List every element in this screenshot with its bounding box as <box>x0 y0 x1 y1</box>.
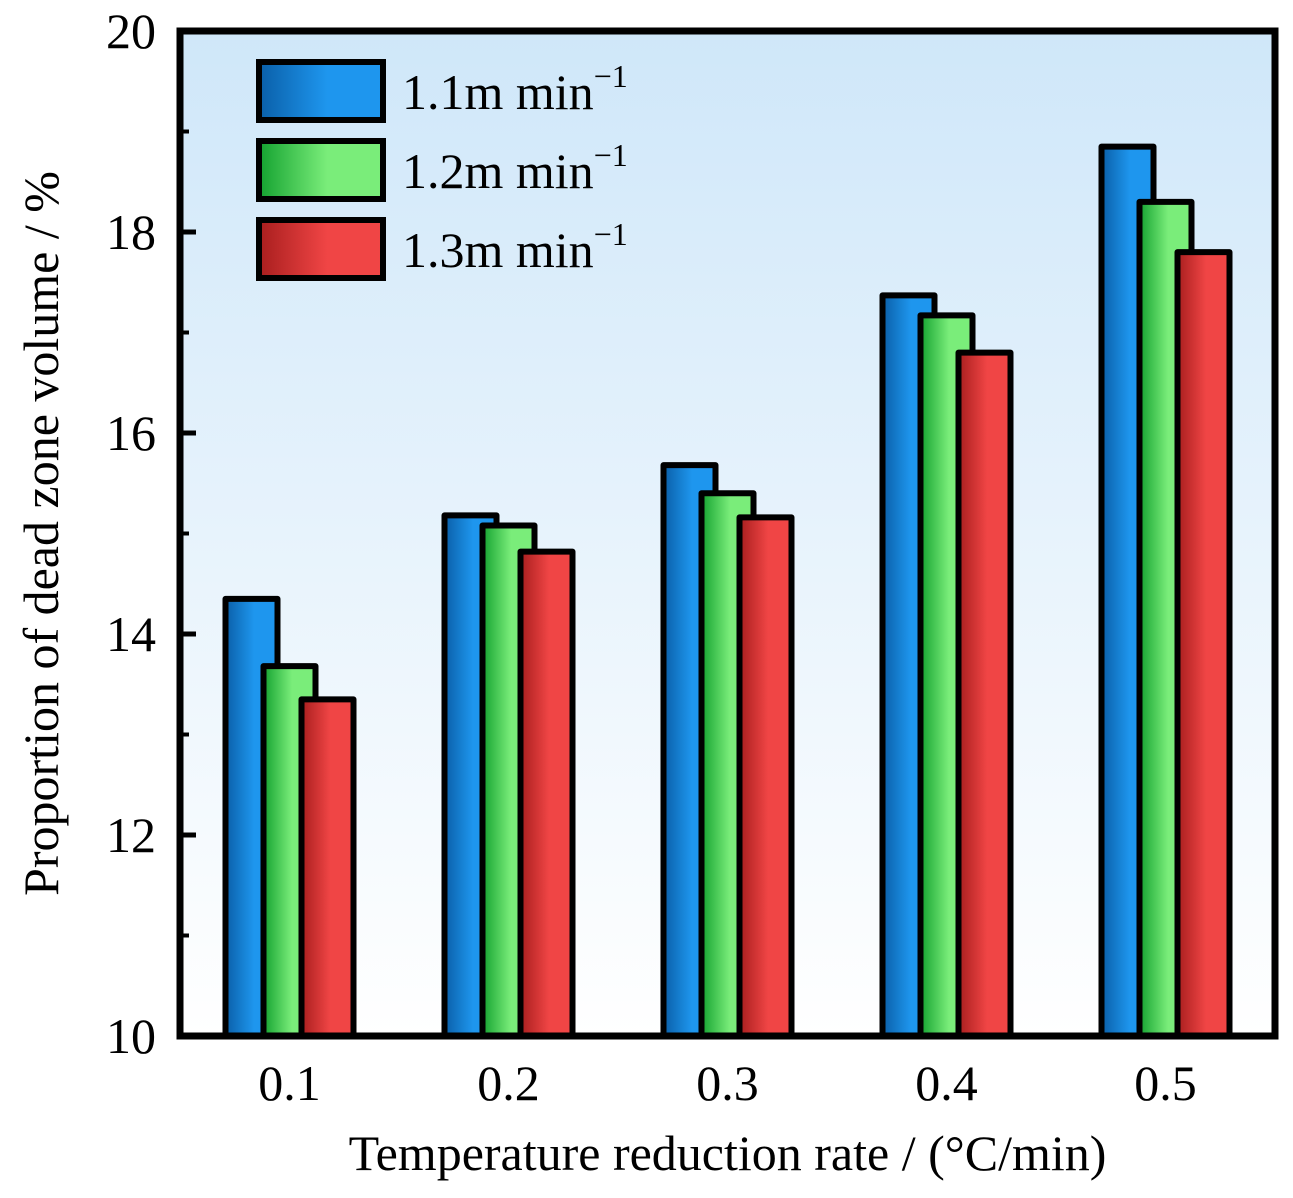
bar-0.5-series-3 <box>1174 249 1233 1040</box>
bar-0.1-series-3 <box>298 696 357 1039</box>
legend-swatch-series-3 <box>256 217 386 281</box>
bar-0.3-series-3 <box>736 514 795 1039</box>
plot-frame <box>176 27 1279 1040</box>
x-tick-label: 0.5 <box>1134 1055 1197 1111</box>
legend-superscript: −1 <box>594 137 628 173</box>
x-axis-label: Temperature reduction rate / (°C/min) <box>349 1125 1107 1181</box>
bar-0.2-series-3 <box>517 548 576 1040</box>
bars <box>222 143 1233 1040</box>
x-tick-label: 0.4 <box>915 1055 978 1111</box>
x-tick-labels: 0.1 0.2 0.3 0.4 0.5 <box>258 1055 1197 1111</box>
legend-label-series-3: 1.3m min−1 <box>402 216 628 278</box>
y-tick-label: 18 <box>106 204 156 260</box>
legend-swatch-series-1 <box>256 59 386 123</box>
legend-superscript: −1 <box>594 216 628 252</box>
y-tick-label: 16 <box>106 405 156 461</box>
y-axis-label: Proportion of dead zone volume / % <box>13 171 69 896</box>
x-tick-label: 0.2 <box>477 1055 540 1111</box>
legend: 1.1m min−1 1.2m min−1 1.3m min−1 <box>256 58 628 281</box>
legend-label-series-1: 1.1m min−1 <box>402 58 628 120</box>
y-tick-label: 14 <box>106 606 156 662</box>
y-tick-label: 20 <box>106 3 156 59</box>
y-tick-label: 10 <box>106 1008 156 1064</box>
legend-label-series-2: 1.2m min−1 <box>402 137 628 199</box>
bar-0.4-series-3 <box>955 349 1014 1040</box>
x-tick-label: 0.1 <box>258 1055 321 1111</box>
legend-swatch-series-2 <box>256 138 386 202</box>
legend-superscript: −1 <box>594 58 628 94</box>
x-tick-label: 0.3 <box>696 1055 759 1111</box>
y-tick-label: 12 <box>106 807 156 863</box>
y-tick-labels: 10 12 14 16 18 20 <box>106 3 156 1064</box>
